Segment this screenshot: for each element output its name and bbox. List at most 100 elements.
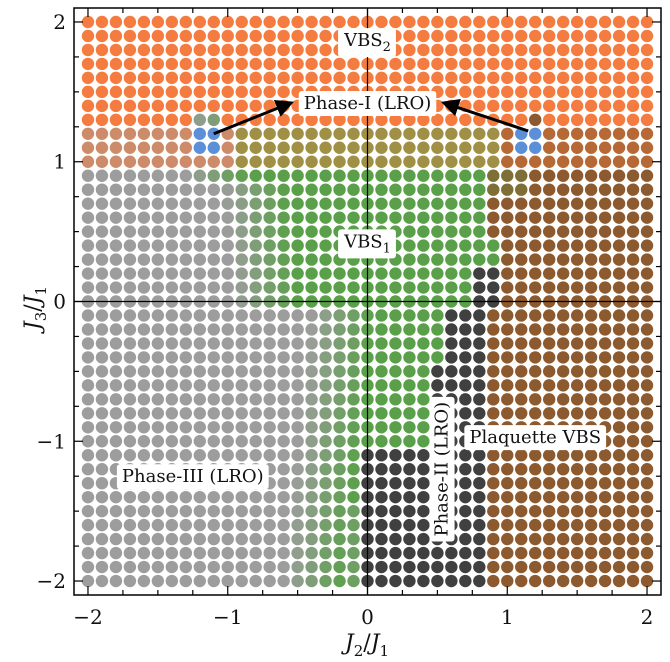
scatter-point [333,141,346,154]
scatter-point [375,15,388,29]
scatter-point [249,253,262,266]
scatter-point [333,449,346,462]
scatter-point [81,197,95,210]
scatter-point [319,421,332,434]
scatter-point [347,379,360,392]
scatter-point [221,504,234,518]
scatter-point [529,365,542,378]
scatter-point [375,351,388,364]
scatter-point [389,407,402,420]
scatter-point [249,281,262,294]
scatter-point [333,518,346,532]
scatter-point [473,169,486,182]
scatter-point [612,253,626,266]
scatter-point [81,574,95,588]
scatter-point [612,351,626,364]
scatter-point [431,211,444,224]
scatter-point [612,155,626,168]
arrows-layer [213,99,529,136]
scatter-point [515,155,528,168]
scatter-point [417,560,430,574]
scatter-point [123,309,137,322]
scatter-point [417,197,430,210]
scatter-point [347,435,360,448]
scatter-point [417,504,430,518]
scatter-point [151,15,165,29]
scatter-point [487,309,500,322]
scatter-point [277,239,290,252]
scatter-point [137,518,151,532]
scatter-point [584,183,598,196]
scatter-point [542,351,556,364]
scatter-point [137,71,151,85]
scatter-point [445,574,458,588]
scatter-point [347,365,360,378]
scatter-point [193,15,206,29]
scatter-point [431,379,444,392]
scatter-point [263,71,276,85]
scatter-point [515,532,528,546]
scatter-point [417,57,430,71]
scatter-point [179,281,193,294]
scatter-point [640,518,654,532]
scatter-point [305,518,318,532]
scatter-point [137,239,151,252]
scatter-point [640,476,654,490]
scatter-point [347,532,360,546]
region-label-background [338,28,396,58]
scatter-point [389,169,402,182]
scatter-point [501,309,514,322]
scatter-point [417,463,430,476]
scatter-point [598,211,612,224]
scatter-point [137,253,151,266]
scatter-point [473,225,486,238]
scatter-point [473,379,486,392]
scatter-point [221,407,234,420]
scatter-point [305,43,318,57]
scatter-point [81,57,95,71]
scatter-point [403,518,416,532]
scatter-point [151,99,165,113]
scatter-point [375,546,388,560]
scatter-point [403,239,416,252]
scatter-point [529,560,542,574]
scatter-point [151,29,165,43]
scatter-point [235,127,248,140]
scatter-point [556,85,570,99]
annotation-arrow [213,100,294,136]
scatter-point [584,351,598,364]
scatter-point [137,169,151,182]
scatter-point [501,225,514,238]
scatter-point [626,407,640,420]
scatter-point [109,421,123,434]
scatter-point [291,253,304,266]
scatter-point [459,211,472,224]
scatter-point [626,476,640,490]
scatter-point [570,476,584,490]
scatter-point [570,85,584,99]
scatter-point [431,155,444,168]
scatter-point [291,351,304,364]
scatter-point [626,421,640,434]
scatter-point [277,211,290,224]
scatter-point [626,85,640,99]
scatter-point [529,71,542,85]
scatter-point [389,476,402,490]
scatter-point [333,323,346,336]
scatter-point [542,225,556,238]
scatter-point [417,490,430,504]
scatter-point [165,29,179,43]
scatter-point [179,99,193,113]
scatter-point [598,267,612,280]
scatter-point [431,29,444,43]
scatter-point [235,267,248,280]
scatter-point [347,337,360,350]
scatter-point [417,155,430,168]
scatter-point [263,43,276,57]
scatter-point [347,449,360,462]
scatter-point [263,281,276,294]
scatter-point [501,407,514,420]
scatter-point [584,546,598,560]
scatter-point [123,43,137,57]
scatter-point [151,183,165,196]
